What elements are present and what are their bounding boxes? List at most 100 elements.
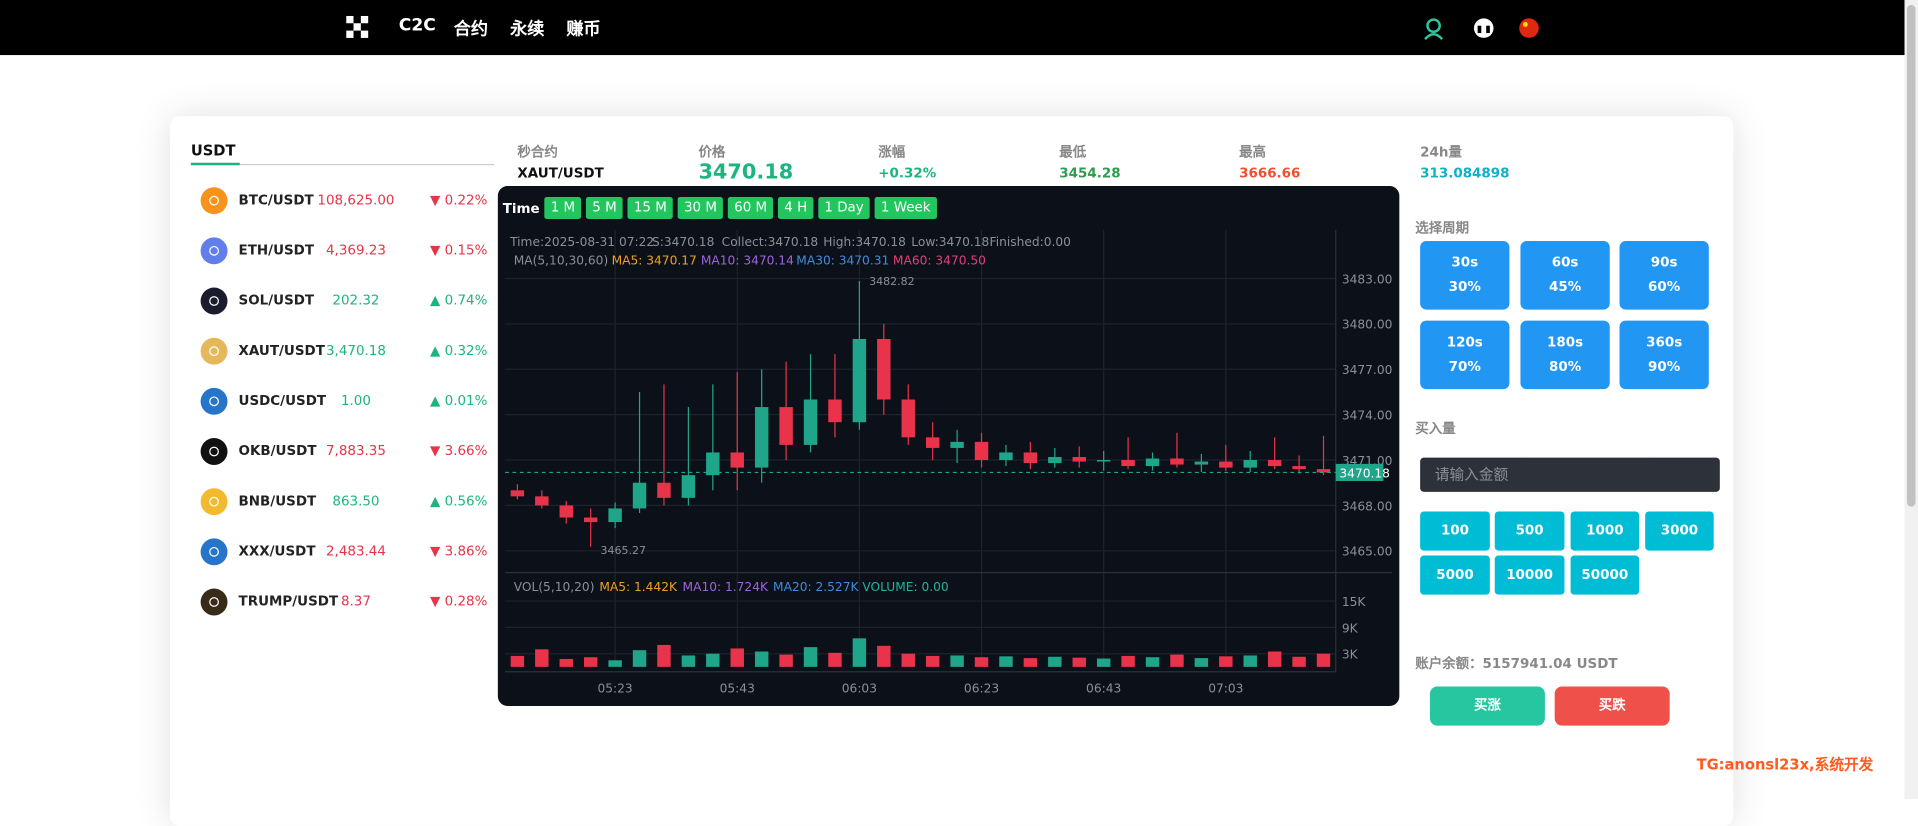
pair-name[interactable]: ETH/USDT xyxy=(238,242,315,259)
info-text: S:3470.18 xyxy=(652,235,714,249)
logo[interactable] xyxy=(346,15,370,40)
vol-tick-label: 3K xyxy=(1342,648,1359,662)
amount-button[interactable]: 1000 xyxy=(1570,511,1640,551)
timeframe-button[interactable]: 1 Week xyxy=(874,196,937,220)
candle-body xyxy=(1121,460,1135,467)
candle-body xyxy=(803,399,818,445)
x-tick-label: 06:03 xyxy=(842,682,877,696)
pair-name[interactable]: BTC/USDT xyxy=(238,192,314,209)
stat-value: XAUT/USDT xyxy=(517,165,604,182)
pair-price: 8.37 xyxy=(340,593,371,610)
volume-bar xyxy=(1170,654,1184,667)
high-marker: 3482.82 xyxy=(869,275,914,288)
nav-item[interactable]: 永续 xyxy=(510,19,545,40)
candle-body xyxy=(852,338,867,423)
pair-name[interactable]: USDC/USDT xyxy=(238,392,327,409)
ma-legend: MA(5,10,30,60) xyxy=(514,253,609,267)
period-button[interactable]: 360s 90% xyxy=(1619,320,1709,390)
volume-bar xyxy=(1072,657,1086,667)
coin-icon-inner xyxy=(209,195,219,206)
amount-button[interactable]: 5000 xyxy=(1420,555,1490,595)
pair-name[interactable]: OKB/USDT xyxy=(238,442,317,459)
pair-change: ▲ 0.56% xyxy=(430,493,488,510)
pair-change: ▼ 0.28% xyxy=(430,593,488,610)
period-button[interactable]: 60s 45% xyxy=(1520,241,1610,310)
y-tick-label: 3468.00 xyxy=(1342,499,1393,513)
period-button[interactable]: 90s 60% xyxy=(1619,241,1709,310)
amount-button[interactable]: 10000 xyxy=(1494,555,1565,595)
candle-body xyxy=(901,399,915,438)
coin-icon-inner xyxy=(209,597,219,607)
pair-change: ▲ 0.01% xyxy=(430,392,488,409)
candle-body xyxy=(877,338,891,400)
nav-item[interactable]: 赚币 xyxy=(566,19,601,40)
amount-input[interactable]: 请输入金额 xyxy=(1420,457,1720,492)
amount-button[interactable]: 3000 xyxy=(1645,511,1714,551)
period-time: 180s xyxy=(1547,334,1584,350)
period-title: 选择周期 xyxy=(1415,220,1470,237)
pair-name[interactable]: TRUMP/USDT xyxy=(238,593,339,610)
volume-bar xyxy=(657,644,671,667)
y-tick-label: 3477.00 xyxy=(1342,363,1393,377)
pair-price: 1.00 xyxy=(340,392,371,409)
pair-name[interactable]: BNB/USDT xyxy=(238,493,317,510)
volume-bar xyxy=(852,638,867,667)
candle-body xyxy=(1096,460,1111,462)
pair-name[interactable]: XAUT/USDT xyxy=(238,342,325,359)
coin-icon xyxy=(200,287,228,315)
market-tab[interactable]: USDT xyxy=(190,141,236,160)
volume-bar xyxy=(1316,653,1331,667)
period-rate: 60% xyxy=(1648,278,1681,295)
nav-icons xyxy=(1424,18,1539,41)
candle-body xyxy=(535,496,549,506)
info-text: Low:3470.18 xyxy=(911,235,989,249)
timeframe-button[interactable]: 5 M xyxy=(586,196,623,220)
stat-label: 秒合约 xyxy=(517,144,558,161)
pair-name[interactable]: XXX/USDT xyxy=(238,543,316,560)
vol-tick-label: 9K xyxy=(1342,621,1359,635)
amount-button[interactable]: 100 xyxy=(1420,511,1490,551)
amount-button[interactable]: 50000 xyxy=(1570,555,1640,595)
period-time: 60s xyxy=(1551,254,1579,271)
amount-button[interactable]: 500 xyxy=(1494,511,1565,551)
buy-up-button[interactable]: 买涨 xyxy=(1429,686,1545,726)
pair-name[interactable]: SOL/USDT xyxy=(238,292,315,309)
language-icon[interactable] xyxy=(1519,18,1539,38)
pair-change: ▼ 3.86% xyxy=(430,543,488,560)
candle-body xyxy=(1316,469,1331,473)
period-button[interactable]: 30s 30% xyxy=(1420,241,1510,310)
info-text: Collect:3470.18 xyxy=(722,235,818,249)
timeframe-button[interactable]: 4 H xyxy=(778,196,814,220)
info-text: High:3470.18 xyxy=(823,235,906,249)
period-button[interactable]: 120s 70% xyxy=(1420,320,1510,390)
buy-down-button[interactable]: 买跌 xyxy=(1554,686,1670,726)
stat-label: 最低 xyxy=(1059,144,1087,161)
nav-item[interactable]: C2C xyxy=(398,15,436,36)
timeframe-button[interactable]: 1 Day xyxy=(818,196,870,220)
coin-icon xyxy=(200,387,228,415)
volume-bar xyxy=(1292,656,1306,667)
timeframe-button[interactable]: 30 M xyxy=(677,196,724,220)
candle-body xyxy=(1292,466,1306,470)
chart-panel xyxy=(497,185,1400,707)
volume-bar xyxy=(1096,658,1111,667)
support-icon[interactable] xyxy=(1473,18,1494,38)
pair-change: ▲ 0.74% xyxy=(430,292,488,309)
period-button[interactable]: 180s 80% xyxy=(1520,320,1610,390)
period-rate: 70% xyxy=(1448,358,1481,375)
volume-bar xyxy=(632,650,647,667)
period-rate: 45% xyxy=(1548,278,1582,295)
volume-bar xyxy=(1048,656,1062,667)
user-icon[interactable] xyxy=(1426,18,1441,34)
timeframe-button[interactable]: 60 M xyxy=(728,196,774,220)
period-time: 30s xyxy=(1451,254,1479,271)
candle-body xyxy=(681,475,696,498)
timeframe-button[interactable]: 15 M xyxy=(627,196,673,220)
stat-value: 3470.18 xyxy=(698,160,794,185)
nav-item[interactable]: 合约 xyxy=(453,19,489,40)
volume-bar xyxy=(999,656,1013,667)
volume-bar xyxy=(510,655,525,667)
candle-body xyxy=(1194,461,1209,465)
timeframe-button[interactable]: 1 M xyxy=(544,196,582,220)
volume-bar xyxy=(730,648,744,667)
